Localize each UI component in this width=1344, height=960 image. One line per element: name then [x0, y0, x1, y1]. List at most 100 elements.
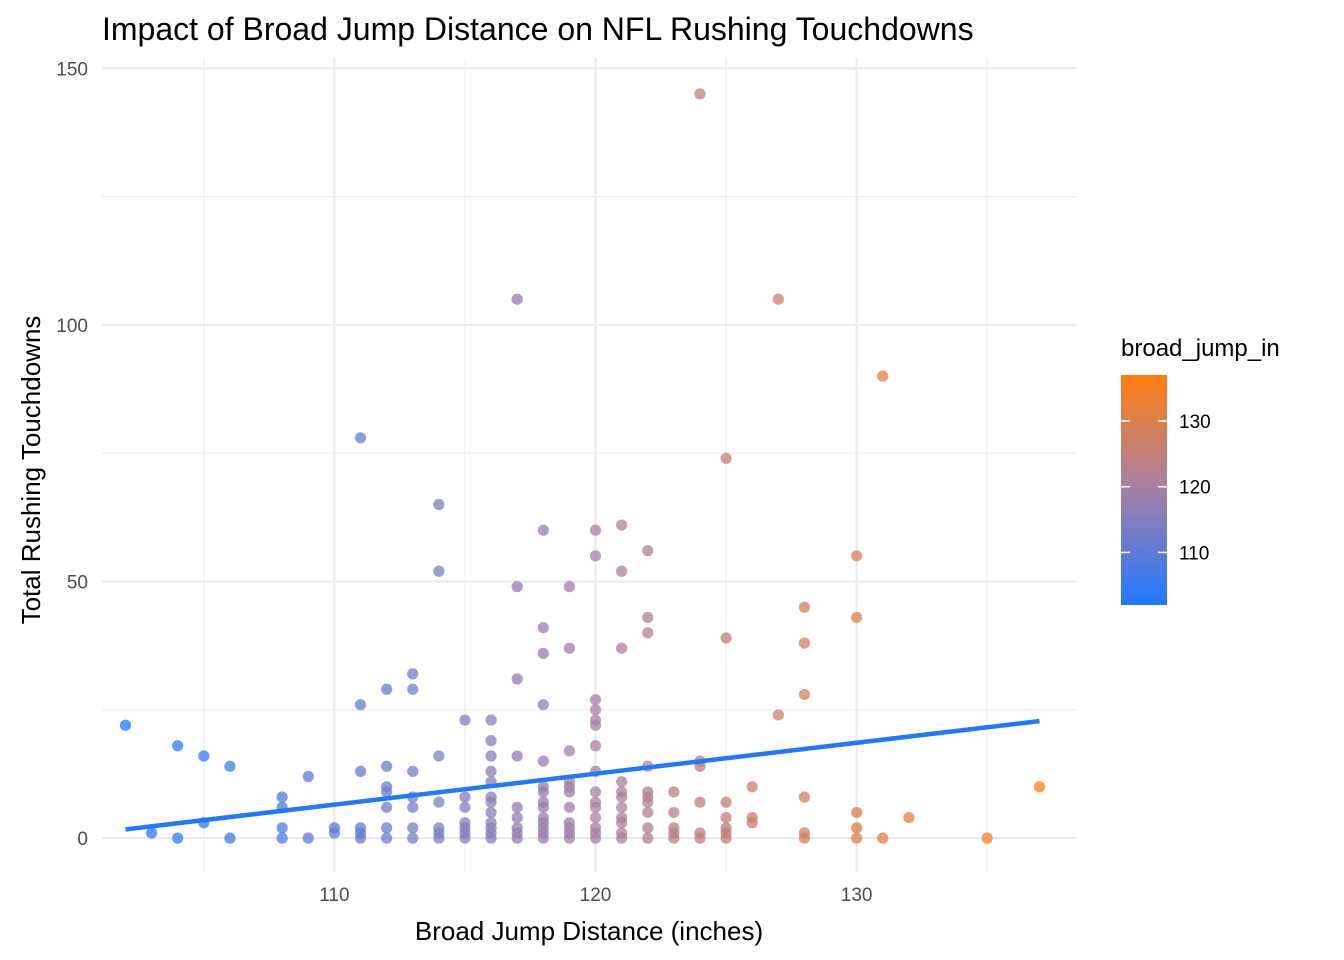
trend-line	[125, 718, 1040, 832]
data-point	[511, 801, 523, 813]
data-point	[407, 668, 419, 680]
data-point	[537, 699, 549, 711]
data-point	[511, 673, 523, 685]
data-point	[537, 801, 549, 813]
data-point	[433, 565, 445, 577]
data-point	[485, 735, 497, 747]
data-point	[537, 524, 549, 536]
data-point	[903, 811, 915, 824]
data-point	[720, 796, 732, 808]
data-point	[798, 832, 811, 844]
data-point	[563, 642, 576, 654]
data-point	[798, 601, 811, 613]
data-point	[407, 822, 419, 834]
data-point	[668, 806, 680, 819]
data-point	[772, 709, 784, 721]
data-point	[146, 827, 158, 839]
data-point	[354, 699, 367, 711]
data-point	[459, 801, 471, 813]
y-tick-label: 50	[67, 573, 88, 594]
data-point	[381, 832, 393, 844]
data-point	[642, 822, 654, 834]
data-point	[459, 832, 471, 844]
data-point	[172, 740, 184, 752]
data-point	[563, 581, 576, 593]
data-point	[537, 647, 549, 659]
data-point	[407, 683, 419, 695]
data-point	[798, 637, 811, 649]
data-point	[851, 832, 863, 844]
color-legend: broad_jump_in 110 120 130	[1121, 335, 1280, 605]
data-point	[668, 786, 680, 798]
data-point	[485, 765, 497, 778]
data-points	[119, 88, 1046, 844]
data-point	[381, 786, 393, 798]
data-point	[694, 88, 706, 100]
y-tick-labels: 0 50 100 150	[56, 59, 88, 850]
x-tick-labels: 110 120 130	[319, 885, 872, 906]
data-point	[772, 293, 784, 305]
data-point	[642, 806, 654, 819]
data-point	[433, 832, 445, 844]
data-point	[407, 832, 419, 844]
data-point	[511, 293, 523, 305]
legend-title: broad_jump_in	[1121, 335, 1280, 362]
data-point	[224, 832, 236, 844]
data-point	[537, 832, 549, 844]
chart-title: Impact of Broad Jump Distance on NFL Rus…	[102, 11, 974, 47]
data-point	[877, 832, 889, 844]
y-axis-title: Total Rushing Touchdowns	[16, 316, 46, 625]
data-point	[589, 801, 602, 813]
legend-colorbar	[1121, 375, 1167, 605]
data-point	[589, 693, 602, 706]
x-tick-label: 130	[841, 885, 873, 906]
data-point	[798, 688, 811, 701]
data-point	[589, 740, 602, 752]
data-point	[407, 801, 419, 813]
data-point	[877, 370, 889, 382]
data-point	[459, 714, 471, 726]
data-point	[642, 832, 654, 844]
data-point	[485, 714, 497, 726]
data-point	[276, 832, 288, 844]
data-point	[537, 622, 549, 634]
data-point	[642, 627, 654, 639]
data-point	[720, 452, 732, 464]
data-point	[720, 832, 732, 844]
x-tick-label: 110	[319, 885, 349, 906]
grid-lines	[102, 58, 1076, 872]
data-point	[511, 832, 523, 844]
data-point	[668, 832, 680, 844]
data-point	[746, 781, 758, 793]
data-point	[589, 704, 602, 716]
data-point	[642, 545, 654, 557]
data-point	[720, 811, 732, 824]
data-point	[563, 801, 576, 813]
data-point	[851, 611, 863, 624]
data-point	[354, 432, 367, 444]
data-point	[589, 786, 602, 798]
data-point	[589, 832, 602, 844]
data-point	[1033, 781, 1046, 793]
data-point	[589, 524, 602, 536]
data-point	[511, 750, 523, 762]
data-point	[616, 791, 628, 803]
data-point	[589, 811, 602, 824]
data-point	[511, 811, 523, 824]
data-point	[616, 642, 628, 654]
legend-tick-label: 120	[1179, 478, 1211, 499]
y-tick-label: 150	[56, 59, 88, 80]
x-axis-title: Broad Jump Distance (inches)	[415, 916, 763, 946]
data-point	[433, 498, 445, 511]
data-point	[381, 801, 393, 813]
data-point	[616, 801, 628, 813]
data-point	[981, 832, 993, 844]
data-point	[224, 760, 236, 772]
data-point	[563, 786, 576, 798]
data-point	[433, 750, 445, 762]
data-point	[642, 796, 654, 808]
data-point	[302, 832, 314, 844]
data-point	[433, 796, 445, 808]
data-point	[563, 832, 576, 844]
